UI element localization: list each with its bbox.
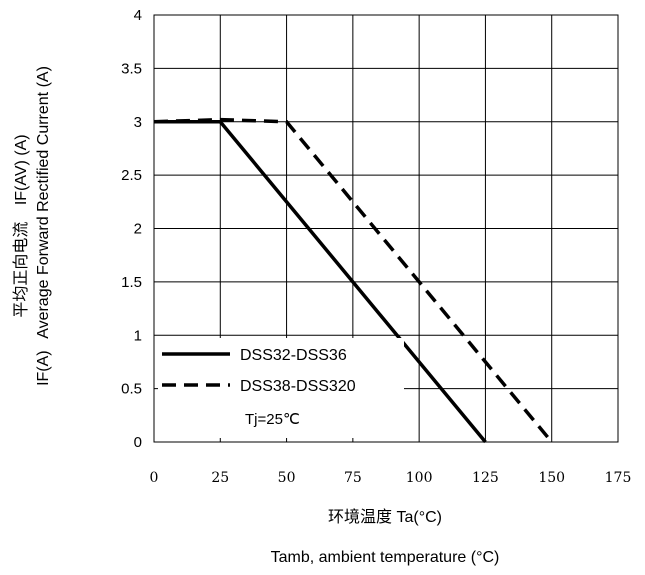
series-lines <box>153 117 554 444</box>
legend-label-series-2: DSS38-DSS320 <box>240 378 356 395</box>
grid-lines <box>154 15 618 442</box>
y-axis-label-secondary: 平均正向电流 IF(AV) (A) <box>12 134 30 317</box>
x-tick-label: 25 <box>211 470 229 486</box>
series-line-2 <box>153 117 554 444</box>
y-axis-label-en: Average Forward Rectified Current (A) <box>35 66 52 339</box>
y-axis-label: IF(A) Average Forward Rectified Current … <box>35 66 52 386</box>
tj-annotation: Tj=25℃ <box>245 411 300 428</box>
y-axis-label-if: IF(A) <box>35 350 52 386</box>
y-tick-label: 0.5 <box>121 381 142 398</box>
y-tick-label: 1 <box>134 327 142 344</box>
x-axis-label-en: Tamb, ambient temperature (°C) <box>271 549 500 566</box>
y-tick-label: 4 <box>134 7 142 24</box>
y-axis-label-iav: IF(AV) (A) <box>13 134 30 205</box>
y-axis-label-cn: 平均正向电流 <box>12 222 30 318</box>
x-tick-label: 150 <box>538 470 565 486</box>
legend-label-series-1: DSS32-DSS36 <box>240 347 347 364</box>
x-tick-label: 0 <box>150 470 159 486</box>
y-tick-label: 3.5 <box>121 60 142 77</box>
y-tick-label: 3 <box>134 114 142 131</box>
x-tick-label: 75 <box>344 470 362 486</box>
y-tick-label: 0 <box>134 434 142 451</box>
y-tick-label: 2 <box>134 221 142 238</box>
x-tick-label: 125 <box>472 470 499 486</box>
y-tick-label: 2.5 <box>121 167 142 184</box>
x-tick-label: 100 <box>406 470 433 486</box>
x-tick-labels: 0 25 50 75 100 125 150 175 <box>150 470 632 486</box>
x-axis-label-cn: 环境温度 Ta(°C) <box>328 507 442 526</box>
y-tick-labels: 0 0.5 1 1.5 2 2.5 3 3.5 4 <box>121 7 142 451</box>
y-tick-label: 1.5 <box>121 274 142 291</box>
x-tick-label: 50 <box>278 470 296 486</box>
x-tick-label: 175 <box>605 470 632 486</box>
plot-frame <box>153 14 619 443</box>
